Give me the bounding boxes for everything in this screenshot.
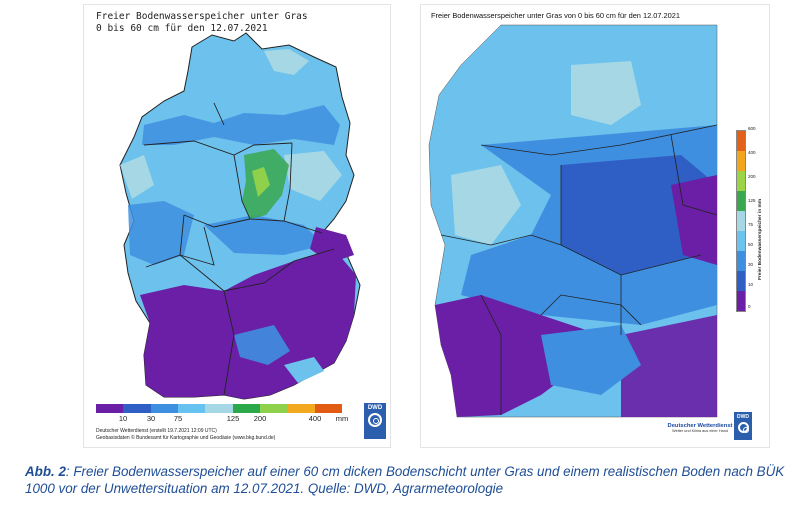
- vscale-tick: 125: [748, 198, 756, 203]
- region-purple-right-se: [621, 315, 717, 417]
- vscale-swatch: [737, 131, 745, 151]
- region-pale-north: [264, 49, 309, 75]
- legend-swatch-6: [232, 404, 260, 413]
- right-scale-ticks: 600 400 200 125 75 50 30 10 0: [748, 126, 768, 316]
- region-lightblue-alps: [284, 357, 324, 383]
- legend-swatch-1: [96, 404, 124, 413]
- credit-line-2: Geobasisdaten © Bundesamt für Kartograph…: [96, 435, 276, 441]
- legend-swatch-5: [205, 404, 233, 413]
- germany-soil-water-map: Freier Bodenwasserspeicher unter Gras 0 …: [83, 4, 391, 448]
- region-pale-north-right: [571, 61, 641, 125]
- vscale-tick: 50: [748, 242, 754, 247]
- left-title-line1: Freier Bodenwasserspeicher unter Gras: [96, 11, 308, 22]
- vscale-tick: 0: [748, 304, 751, 309]
- brand-name: Deutscher Wetterdienst: [667, 423, 733, 429]
- region-blue-south-patch: [234, 325, 290, 365]
- dwd-logo-text: DWD: [367, 405, 383, 411]
- vscale-tick: 75: [748, 222, 754, 227]
- legend-swatch-7: [259, 404, 288, 413]
- region-medium-blue-central: [204, 215, 324, 255]
- vscale-swatch: [737, 171, 745, 191]
- region-pale-west-right: [451, 165, 521, 245]
- dwd-logo-icon: DWD: [364, 403, 386, 439]
- legend-tick: 200: [253, 414, 267, 423]
- brand-slogan: Wetter und Klima aus einer Hand: [672, 429, 728, 433]
- vscale-tick: 30: [748, 262, 754, 267]
- left-legend-colorbar: [96, 404, 342, 413]
- region-medium-blue-north: [142, 105, 340, 145]
- vscale-swatch: [737, 211, 745, 231]
- state-borders: [143, 102, 335, 396]
- vscale-swatch: [737, 231, 745, 251]
- dwd-swirl-right-icon: [737, 422, 749, 433]
- legend-tick: 10: [118, 414, 128, 423]
- legend-tick: 400: [308, 414, 322, 423]
- credit-line-1: Deutscher Wetterdienst (erstellt 19.7.20…: [96, 428, 217, 434]
- legend-tick: 30: [146, 414, 156, 423]
- left-legend-ticks: 10 30 75 125 200 400 mm: [96, 414, 358, 424]
- right-brand-block: Deutscher Wetterdienst Wetter und Klima …: [660, 423, 740, 433]
- region-pale-east: [284, 151, 342, 201]
- caption-text: : Freier Bodenwasserspeicher auf einer 6…: [25, 464, 785, 496]
- legend-tick: 125: [226, 414, 240, 423]
- legend-tick: 75: [173, 414, 183, 423]
- vscale-swatch: [737, 291, 745, 311]
- vscale-tick: 200: [748, 174, 756, 179]
- right-map-title: Freier Bodenwasserspeicher unter Gras vo…: [431, 11, 680, 20]
- legend-swatch-9: [314, 404, 342, 413]
- legend-swatch-8: [287, 404, 315, 413]
- regional-map-graphic: [428, 24, 718, 418]
- figure-caption: Abb. 2: Freier Bodenwasserspeicher auf e…: [25, 463, 810, 497]
- germany-map-graphic: [119, 32, 361, 400]
- vscale-tick: 600: [748, 126, 756, 131]
- left-map-title: Freier Bodenwasserspeicher unter Gras 0 …: [96, 11, 308, 35]
- right-scale-label: Freier Bodenwasserspeicher in mm: [758, 198, 763, 280]
- region-lightgreen-patches: [252, 167, 270, 197]
- region-purple-right-sw: [435, 295, 601, 417]
- caption-label: Abb. 2: [25, 464, 66, 479]
- vscale-swatch: [737, 151, 745, 171]
- region-purple-right-east: [671, 175, 717, 265]
- vscale-swatch: [737, 191, 745, 211]
- region-purple-east: [310, 227, 354, 263]
- left-title-line2: 0 bis 60 cm für den 12.07.2021: [96, 23, 268, 34]
- right-vertical-colorbar: [736, 130, 746, 312]
- regional-borders: [440, 124, 718, 415]
- dwd-logo-right-text: DWD: [737, 414, 749, 420]
- legend-tick: mm: [335, 414, 349, 423]
- legend-swatch-2: [123, 404, 151, 413]
- vscale-tick: 10: [748, 282, 754, 287]
- dwd-swirl-icon: [368, 413, 382, 427]
- regional-soil-water-map: Freier Bodenwasserspeicher unter Gras vo…: [420, 4, 770, 448]
- vscale-swatch: [737, 271, 745, 291]
- legend-swatch-4: [177, 404, 206, 413]
- left-map-credits: Deutscher Wetterdienst (erstellt 19.7.20…: [96, 428, 275, 442]
- region-pale-west: [120, 155, 154, 199]
- region-blue-south-right: [541, 325, 641, 395]
- legend-swatch-3: [150, 404, 178, 413]
- vscale-swatch: [737, 251, 745, 271]
- vscale-tick: 400: [748, 150, 756, 155]
- region-medium-blue-west: [128, 201, 194, 265]
- dwd-logo-right-icon: DWD: [734, 412, 752, 440]
